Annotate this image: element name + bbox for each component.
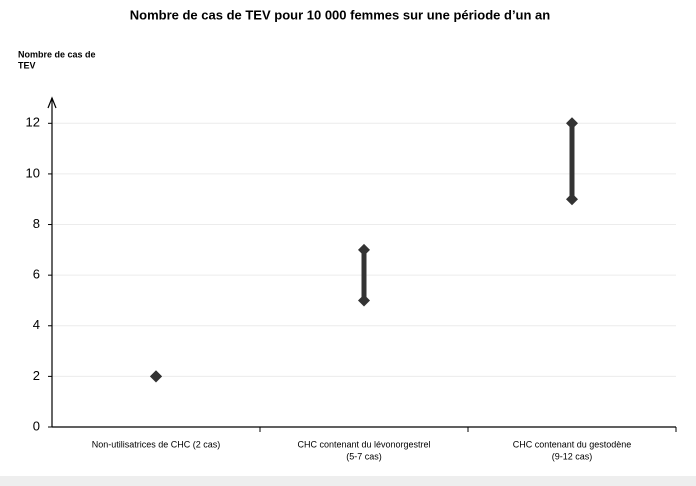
x-tick-label: CHC contenant du gestodène <box>513 439 632 449</box>
y-tick-label: 0 <box>33 418 40 433</box>
marker <box>566 117 578 130</box>
marker <box>150 370 162 383</box>
y-axis-title: TEV <box>18 60 36 70</box>
x-tick-label: CHC contenant du lévonorgestrel <box>297 439 430 449</box>
x-tick-label: (9-12 cas) <box>552 451 593 461</box>
y-tick-label: 4 <box>33 317 40 332</box>
y-tick-label: 12 <box>26 115 40 130</box>
y-axis-title: Nombre de cas de <box>18 49 96 59</box>
y-tick-label: 6 <box>33 267 40 282</box>
x-tick-label: Non-utilisatrices de CHC (2 cas) <box>92 439 221 449</box>
chart-title: Nombre de cas de TEV pour 10 000 femmes … <box>130 7 551 22</box>
marker <box>358 243 370 256</box>
y-tick-label: 10 <box>26 165 40 180</box>
bottom-band <box>0 476 696 486</box>
y-axis-arrow <box>47 96 57 109</box>
y-tick-label: 8 <box>33 216 40 231</box>
marker <box>566 193 578 206</box>
marker <box>358 294 370 307</box>
y-tick-label: 2 <box>33 368 40 383</box>
x-tick-label: (5-7 cas) <box>346 451 382 461</box>
